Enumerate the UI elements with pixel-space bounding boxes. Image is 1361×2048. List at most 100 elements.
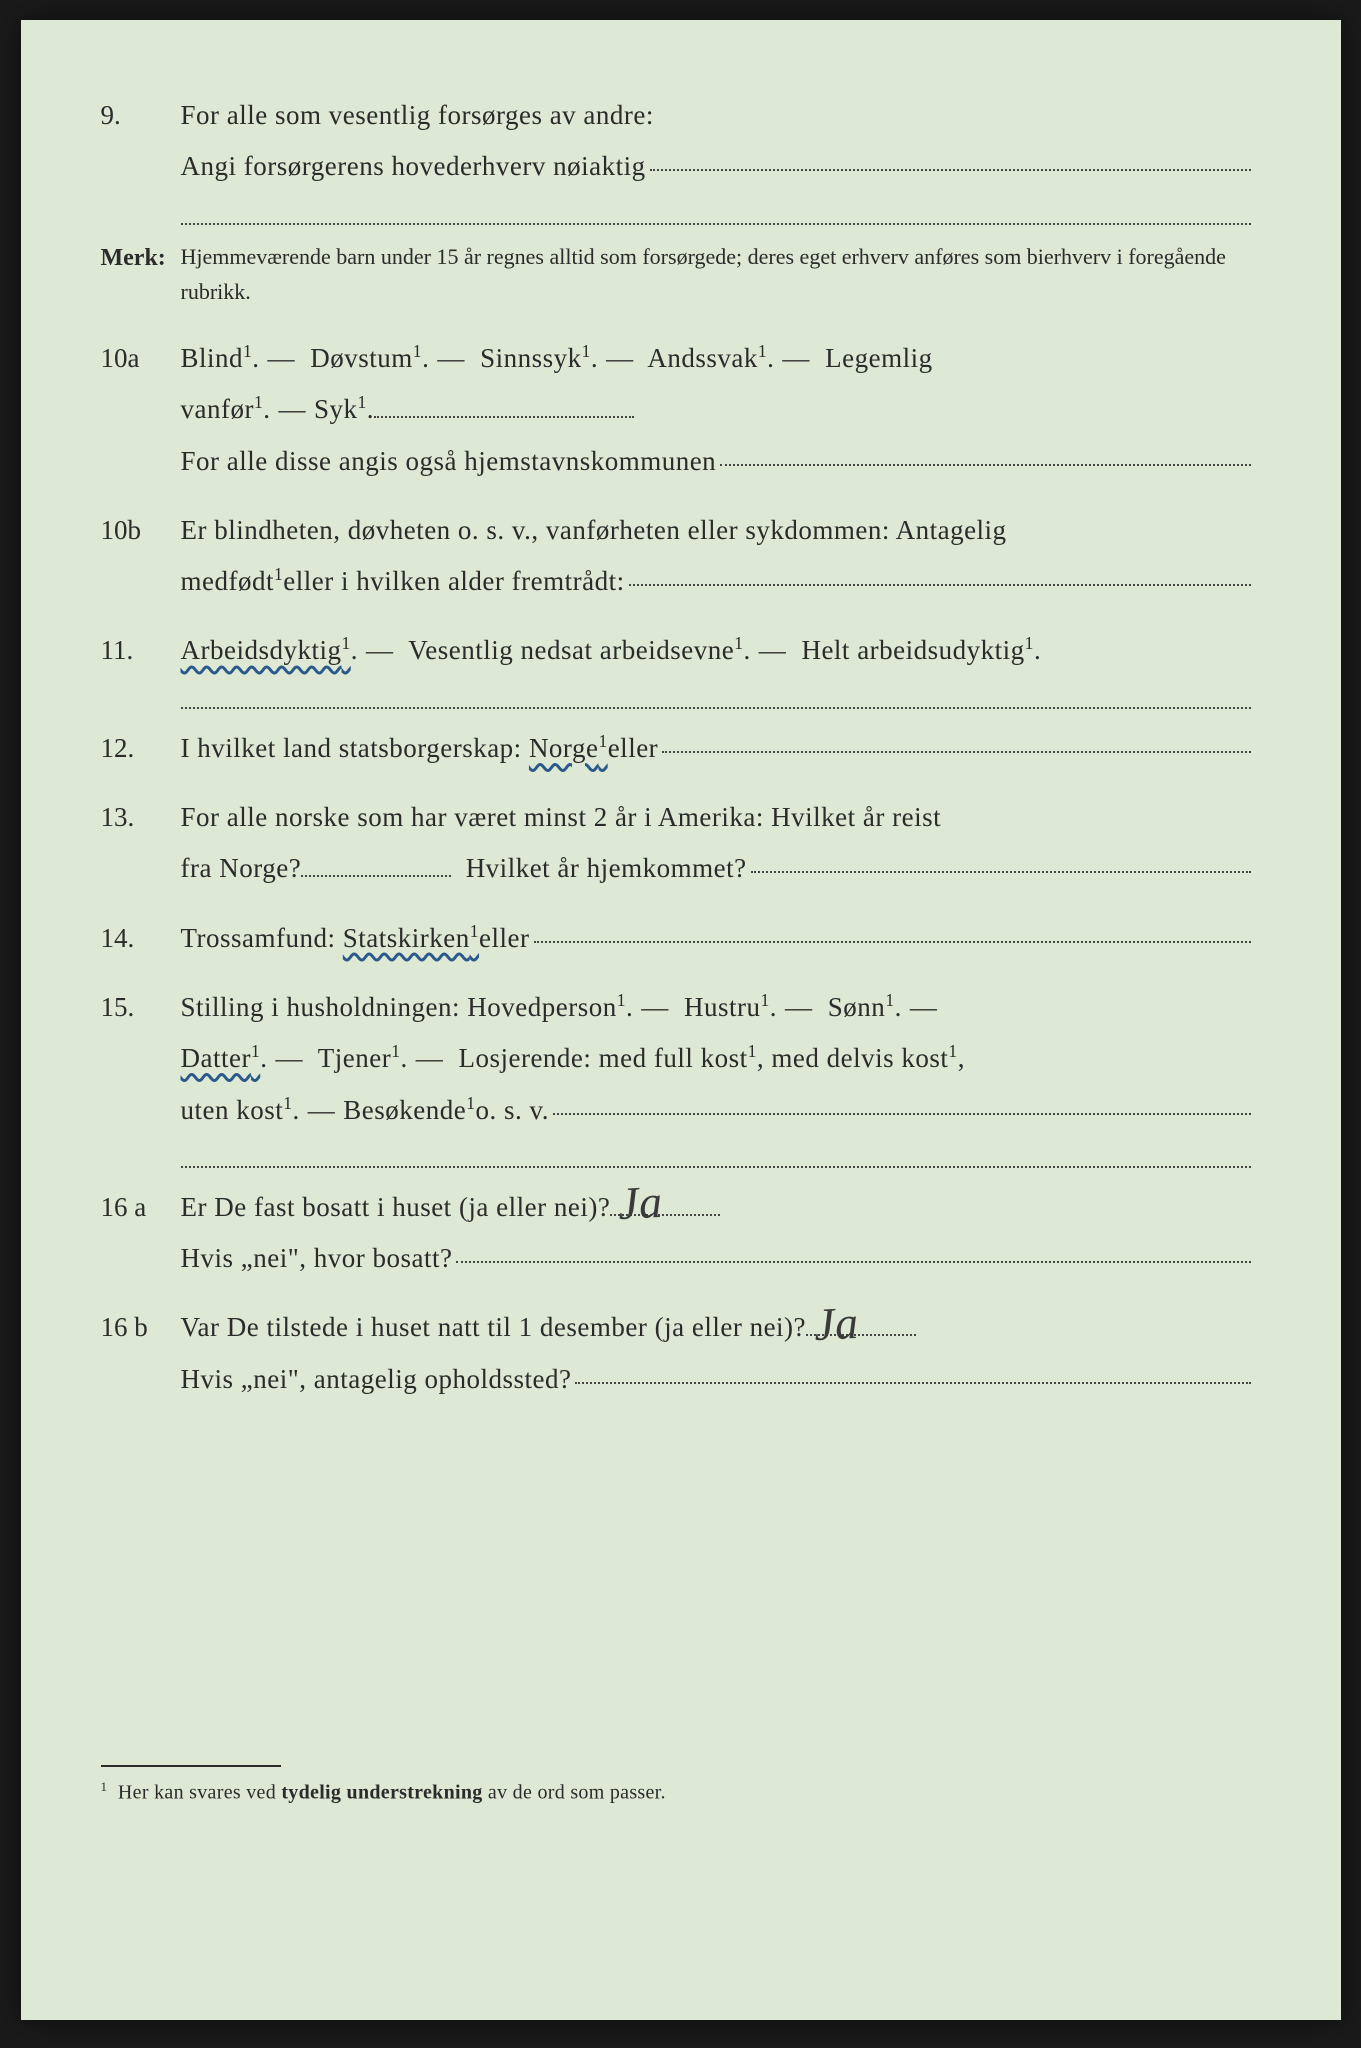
q16a-line2: Hvis „nei", hvor bosatt? <box>181 1233 453 1284</box>
blank-line <box>301 845 451 877</box>
question-15: 15. Stilling i husholdningen: Hovedperso… <box>101 982 1251 1136</box>
q16a-line1-row: Er De fast bosatt i huset (ja eller nei)… <box>181 1182 1251 1233</box>
q10a-line2-row: For alle disse angis også hjemstavnskomm… <box>181 436 1251 487</box>
q16b-line1: Var De tilstede i huset natt til 1 desem… <box>181 1302 807 1353</box>
opt-vanfor: vanfør1. <box>181 384 271 435</box>
q10b-content: Er blindheten, døvheten o. s. v., vanfør… <box>181 505 1251 608</box>
q10b-medfodt: medfødt1 <box>181 556 284 607</box>
opt-hovedperson: Hovedperson1. <box>467 992 633 1022</box>
merk-label: Merk: <box>101 239 181 277</box>
blank-line <box>650 169 1251 171</box>
census-form-page: 9. For alle som vesentlig forsørges av a… <box>21 20 1341 2020</box>
question-10a: 10a Blind1.— Døvstum1.— Sinnssyk1.— Ands… <box>101 333 1251 487</box>
q9-line2-row: Angi forsørgerens hovederhverv nøiaktig <box>181 141 1251 192</box>
opt-losjerende: Losjerende: med full kost1, med delvis k… <box>458 1043 964 1073</box>
q15-line2: Datter1.— Tjener1.— Losjerende: med full… <box>181 1033 1251 1084</box>
q12-eller: eller <box>608 723 658 774</box>
q10b-line1: Er blindheten, døvheten o. s. v., vanfør… <box>181 505 1251 556</box>
q16a-line1: Er De fast bosatt i huset (ja eller nei)… <box>181 1182 611 1233</box>
question-14: 14. Trossamfund: Statskirken1 eller <box>101 913 1251 964</box>
opt-andssvak: Andssvak1. <box>647 343 774 373</box>
question-13: 13. For alle norske som har været minst … <box>101 792 1251 895</box>
q16b-number: 16 b <box>101 1302 181 1353</box>
opt-blind: Blind1. <box>181 343 260 373</box>
opt-hustru: Hustru1. <box>684 992 777 1022</box>
q10a-number: 10a <box>101 333 181 384</box>
opt-datter: Datter1 <box>181 1043 261 1073</box>
blank-line <box>374 386 634 418</box>
q16a-content: Er De fast bosatt i huset (ja eller nei)… <box>181 1182 1251 1285</box>
opt-udyktig: Helt arbeidsudyktig1. <box>801 635 1041 665</box>
opt-besokende: Besøkende1 <box>343 1085 475 1136</box>
merk-note: Merk: Hjemmeværende barn under 15 år reg… <box>101 239 1251 309</box>
blank-line <box>456 1261 1250 1263</box>
q10b-number: 10b <box>101 505 181 556</box>
handwritten-ja: Ja <box>616 1158 665 1248</box>
answer-field: Ja <box>806 1304 916 1336</box>
q15-line3: uten kost1.— Besøkende1 o. s. v. <box>181 1085 1251 1136</box>
opt-sinnssyk: Sinnssyk1. <box>480 343 598 373</box>
q10b-line2-row: medfødt1 eller i hvilken alder fremtrådt… <box>181 556 1251 607</box>
q13-line2-row: fra Norge? Hvilket år hjemkommet? <box>181 843 1251 894</box>
question-12: 12. I hvilket land statsborgerskap: Norg… <box>101 723 1251 774</box>
q9-line1: For alle som vesentlig forsørges av andr… <box>181 90 1251 141</box>
opt-tjener: Tjener1. <box>318 1043 408 1073</box>
opt-sonn: Sønn1. <box>828 992 902 1022</box>
q16b-line1-row: Var De tilstede i huset natt til 1 desem… <box>181 1302 1251 1353</box>
q13-number: 13. <box>101 792 181 843</box>
q10a-options-line1: Blind1.— Døvstum1.— Sinnssyk1.— Andssvak… <box>181 333 1251 384</box>
q14-text1: Trossamfund: <box>181 913 336 964</box>
handwritten-ja: Ja <box>812 1279 861 1369</box>
q10b-eller: eller i hvilken alder fremtrådt: <box>283 556 624 607</box>
opt-statskirken: Statskirken1 <box>343 913 479 964</box>
question-16a: 16 a Er De fast bosatt i huset (ja eller… <box>101 1182 1251 1285</box>
q15-content: Stilling i husholdningen: Hovedperson1.—… <box>181 982 1251 1136</box>
q13-hjemkommet: Hvilket år hjemkommet? <box>466 843 747 894</box>
question-9: 9. For alle som vesentlig forsørges av a… <box>101 90 1251 193</box>
q16b-content: Var De tilstede i huset natt til 1 desem… <box>181 1302 1251 1405</box>
q13-content: For alle norske som har været minst 2 år… <box>181 792 1251 895</box>
q16b-line2: Hvis „nei", antagelig opholdssted? <box>181 1354 572 1405</box>
blank-line <box>553 1113 1250 1115</box>
divider-line <box>181 223 1251 225</box>
q14-eller: eller <box>479 913 529 964</box>
q16b-line2-row: Hvis „nei", antagelig opholdssted? <box>181 1354 1251 1405</box>
question-16b: 16 b Var De tilstede i huset natt til 1 … <box>101 1302 1251 1405</box>
opt-arbeidsdyktig: Arbeidsdyktig1 <box>181 635 351 665</box>
q14-content: Trossamfund: Statskirken1 eller <box>181 913 1251 964</box>
q15-lead: Stilling i husholdningen: <box>181 992 468 1022</box>
answer-field: Ja <box>610 1183 720 1215</box>
opt-nedsat: Vesentlig nedsat arbeidsevne1. <box>408 635 750 665</box>
divider-line <box>181 1166 1251 1168</box>
q15-number: 15. <box>101 982 181 1033</box>
q15-line1: Stilling i husholdningen: Hovedperson1.—… <box>181 982 1251 1033</box>
opt-dovstum: Døvstum1. <box>310 343 429 373</box>
opt-uten-kost: uten kost1. <box>181 1085 300 1136</box>
question-10b: 10b Er blindheten, døvheten o. s. v., va… <box>101 505 1251 608</box>
blank-line <box>720 464 1250 466</box>
blank-line <box>629 584 1251 586</box>
opt-syk: Syk1. <box>314 384 374 435</box>
q12-content: I hvilket land statsborgerskap: Norge1 e… <box>181 723 1251 774</box>
q12-number: 12. <box>101 723 181 774</box>
q14-number: 14. <box>101 913 181 964</box>
blank-line <box>534 941 1251 943</box>
q11-content: Arbeidsdyktig1.— Vesentlig nedsat arbeid… <box>181 625 1251 676</box>
q11-number: 11. <box>101 625 181 676</box>
footnote: 1 Her kan svares ved tydelig understrekn… <box>101 1779 1251 1805</box>
q9-line2: Angi forsørgerens hovederhverv nøiaktig <box>181 141 646 192</box>
q9-content: For alle som vesentlig forsørges av andr… <box>181 90 1251 193</box>
q16a-number: 16 a <box>101 1182 181 1233</box>
q13-line1: For alle norske som har været minst 2 år… <box>181 792 1251 843</box>
question-11: 11. Arbeidsdyktig1.— Vesentlig nedsat ar… <box>101 625 1251 676</box>
blank-line <box>662 751 1250 753</box>
q16a-line2-row: Hvis „nei", hvor bosatt? <box>181 1233 1251 1284</box>
q13-fra-norge: fra Norge? <box>181 843 302 894</box>
footnote-text: Her kan svares ved tydelig understreknin… <box>118 1782 666 1804</box>
q10a-content: Blind1.— Døvstum1.— Sinnssyk1.— Andssvak… <box>181 333 1251 487</box>
divider-line <box>181 707 1251 709</box>
footnote-rule <box>101 1765 281 1767</box>
q10a-hjemstavn: For alle disse angis også hjemstavnskomm… <box>181 436 717 487</box>
merk-text: Hjemmeværende barn under 15 år regnes al… <box>181 239 1251 309</box>
blank-line <box>575 1382 1250 1384</box>
